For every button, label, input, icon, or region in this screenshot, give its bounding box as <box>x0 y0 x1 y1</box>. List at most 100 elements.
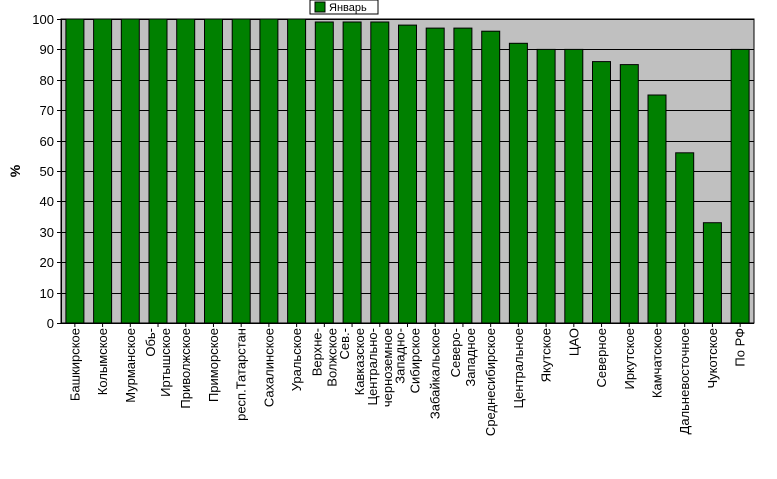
bars <box>65 18 750 324</box>
x-tick-label: Сахалинское <box>261 328 276 407</box>
bar <box>564 48 584 324</box>
x-tick-label-group: Приволжское <box>178 323 193 409</box>
x-tick-label: Иркутское <box>622 328 637 390</box>
bar <box>536 48 556 324</box>
y-axis-ticks: 0 10 20 30 40 50 60 70 80 90 100 <box>32 12 61 331</box>
x-tick-label-group: Приморское <box>206 323 221 402</box>
x-tick-label: Центрально- <box>365 328 380 406</box>
bar <box>93 18 113 324</box>
bar <box>398 24 417 324</box>
bar <box>675 152 695 324</box>
x-tick-label: Камчатское <box>650 328 665 398</box>
bar <box>730 48 750 324</box>
x-tick-label-group: Северное <box>594 323 609 387</box>
y-tick-label: 90 <box>40 42 54 57</box>
x-tick-label-group: Обь- Иртышское <box>143 323 173 397</box>
x-tick-label: Среднесибирское <box>483 328 498 436</box>
x-tick-label: Сев.- <box>337 328 352 359</box>
bar <box>702 222 722 324</box>
x-tick-label: Чукотское <box>705 328 720 389</box>
x-tick-label-group: Иркутское <box>622 323 637 390</box>
x-tick-label: ЦАО <box>566 328 581 356</box>
x-tick-label-group: Дальневосточное <box>677 323 692 434</box>
x-tick-label: Центральное <box>511 328 526 408</box>
x-tick-label-group: Забайкальское <box>428 323 443 419</box>
x-tick-label: респ.Татарстан <box>234 328 249 421</box>
x-tick-label: Волжское <box>324 328 339 387</box>
legend-box <box>309 0 379 15</box>
y-tick-label: 50 <box>40 164 54 179</box>
x-tick-label: Колымское <box>95 328 110 395</box>
x-tick-label-group: По РФ <box>733 323 748 367</box>
x-tick-label-group: Северо- Западное <box>448 323 478 387</box>
bar <box>314 21 334 324</box>
x-tick-label: черноземное <box>380 328 395 407</box>
y-tick-label: 20 <box>40 255 54 270</box>
legend-swatch <box>314 1 326 13</box>
x-tick-label: Приволжское <box>178 328 193 409</box>
x-tick-label-group: Сахалинское <box>261 323 276 407</box>
x-tick-label: Башкирское <box>67 328 82 401</box>
x-tick-label: Верхне- <box>309 328 324 376</box>
legend: Январь <box>309 0 379 15</box>
bar <box>204 18 223 324</box>
bar <box>592 61 611 324</box>
bar <box>65 18 85 324</box>
y-tick-label: 10 <box>40 286 54 301</box>
bar <box>120 18 140 324</box>
x-tick-label: Сибирское <box>408 328 423 393</box>
x-tick-label: Кавказское <box>352 328 367 395</box>
bar <box>231 18 251 324</box>
x-tick-label-group: Центрально-черноземное <box>365 323 395 407</box>
x-tick-label: Уральское <box>289 328 304 391</box>
x-tick-label-group: Камчатское <box>650 323 665 398</box>
x-tick-label: Дальневосточное <box>677 328 692 434</box>
x-tick-label: Северное <box>594 328 609 387</box>
y-tick-label: 40 <box>40 194 54 209</box>
x-axis-labels: Башкирское Колымское Мурманское Обь- Иртышск… <box>67 323 748 436</box>
x-tick-label: По РФ <box>733 328 748 367</box>
x-tick-label-group: Центральное <box>511 323 526 408</box>
bar <box>508 42 528 324</box>
bar <box>259 18 279 324</box>
y-tick-label: 80 <box>40 73 54 88</box>
x-tick-label-group: Верхне- Волжское <box>309 323 339 387</box>
bar <box>148 18 168 324</box>
x-tick-label: Западно- <box>393 328 408 384</box>
bar <box>176 18 196 324</box>
x-tick-label-group: Башкирское <box>67 323 82 401</box>
x-tick-label-group: Сев.- Кавказское <box>337 323 367 395</box>
x-tick-label: Северо- <box>448 328 463 377</box>
bar <box>481 30 501 324</box>
x-tick-label: Якутское <box>539 328 554 382</box>
x-tick-label-group: Якутское <box>539 323 554 382</box>
y-tick-label: 100 <box>32 12 54 27</box>
y-axis-label: % <box>7 164 23 177</box>
bar <box>287 18 307 324</box>
x-tick-label-group: Колымское <box>95 323 110 395</box>
bar <box>453 27 473 324</box>
x-tick-label: Иртышское <box>158 328 173 397</box>
y-tick-label: 0 <box>47 316 54 331</box>
x-tick-label-group: ЦАО <box>566 323 581 356</box>
x-tick-label-group: респ.Татарстан <box>234 323 249 421</box>
x-tick-label: Приморское <box>206 328 221 402</box>
bar <box>619 64 639 324</box>
x-tick-label: Западное <box>463 328 478 387</box>
legend-label: Январь <box>329 2 367 14</box>
x-tick-label: Забайкальское <box>428 328 443 419</box>
x-tick-label-group: Уральское <box>289 323 304 391</box>
x-tick-label-group: Западно- Сибирское <box>393 323 423 393</box>
x-tick-label: Мурманское <box>123 328 138 403</box>
bar <box>342 21 362 324</box>
bar <box>370 21 390 324</box>
y-tick-label: 60 <box>40 134 54 149</box>
x-tick-label-group: Чукотское <box>705 323 720 389</box>
x-tick-label-group: Мурманское <box>123 323 138 403</box>
bar <box>647 94 667 324</box>
y-tick-label: 30 <box>40 225 54 240</box>
x-tick-label: Обь- <box>143 328 158 357</box>
bar <box>425 27 445 324</box>
y-tick-label: 70 <box>40 103 54 118</box>
x-tick-label-group: Среднесибирское <box>483 323 498 436</box>
